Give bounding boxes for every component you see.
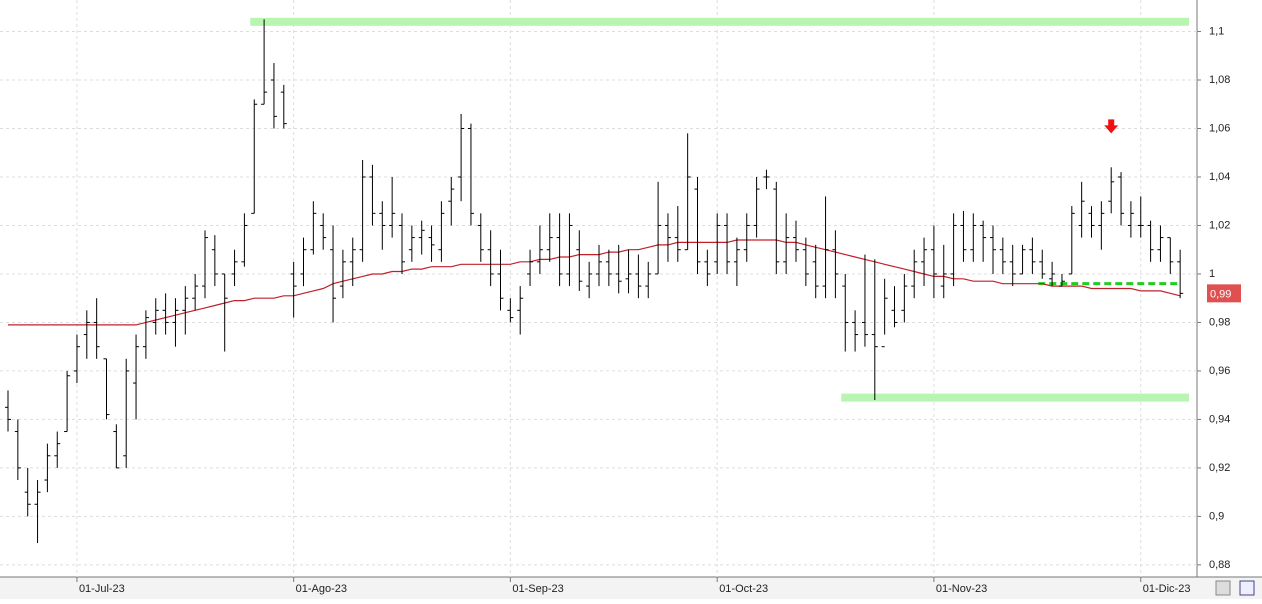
y-tick-label: 1,06 <box>1209 122 1230 134</box>
last-price-label: 0,99 <box>1210 288 1231 300</box>
support-band <box>250 17 1189 26</box>
x-tick-label: 01-Ago-23 <box>296 583 347 595</box>
moving-average <box>8 239 1181 326</box>
support-band <box>841 393 1189 402</box>
y-tick-label: 1,02 <box>1209 219 1230 231</box>
x-tick-label: 01-Oct-23 <box>719 583 768 595</box>
x-tick-label: 01-Sep-23 <box>512 583 563 595</box>
signal-arrow <box>1104 119 1119 134</box>
y-tick-label: 1 <box>1209 268 1215 280</box>
last-price-box <box>1207 284 1241 303</box>
x-axis-strip <box>0 577 1262 599</box>
x-tick-label: 01-Nov-23 <box>936 583 987 595</box>
x-tick-label: 01-Jul-23 <box>79 583 125 595</box>
save-button[interactable] <box>1239 580 1255 596</box>
y-tick-label: 1,04 <box>1209 171 1230 183</box>
y-tick-label: 0,98 <box>1209 316 1230 328</box>
y-tick-label: 1,08 <box>1209 74 1230 86</box>
y-tick-label: 0,96 <box>1209 365 1230 377</box>
y-tick-label: 0,88 <box>1209 559 1230 571</box>
y-tick-label: 0,9 <box>1209 510 1224 522</box>
y-tick-label: 0,92 <box>1209 462 1230 474</box>
x-tick-label: 01-Dic-23 <box>1143 583 1191 595</box>
y-tick-label: 0,94 <box>1209 413 1230 425</box>
toolbar-button[interactable] <box>1215 580 1231 596</box>
y-tick-label: 1,1 <box>1209 25 1224 37</box>
